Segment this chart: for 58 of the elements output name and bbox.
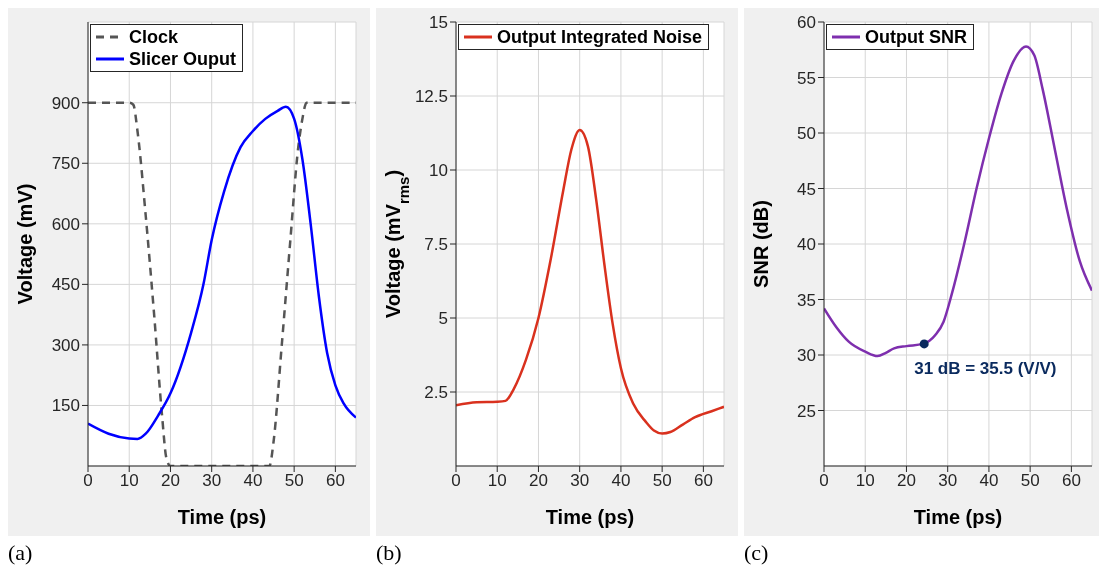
x-tick-label: 20 (897, 471, 916, 491)
y-tick-label: 150 (51, 396, 80, 416)
line-series (824, 45, 1092, 358)
annotation: 31 dB = 35.5 (V/V) (914, 358, 1057, 378)
y-tick-label: 25 (797, 401, 816, 421)
y-tick-label: 450 (51, 275, 80, 295)
y-tick-label: 600 (51, 214, 80, 234)
y-tick-label: 10 (429, 161, 448, 181)
x-tick-label: 30 (570, 471, 590, 491)
y-tick-label: 35 (797, 290, 816, 310)
line-series (456, 128, 724, 435)
legend-label: Clock (129, 26, 179, 48)
text: (b) (376, 540, 403, 566)
x-tick-label: 40 (611, 471, 631, 491)
y-tick-label: 7.5 (424, 235, 448, 255)
y-tick-label: 300 (51, 335, 80, 355)
y-tick-label: 750 (51, 154, 80, 174)
x-tick-label: 20 (529, 471, 548, 491)
text: (a) (8, 540, 34, 566)
x-tick-label: 60 (1061, 471, 1081, 491)
x-tick-label: 60 (693, 471, 713, 491)
y-tick-label: 60 (797, 13, 816, 33)
x-tick-label: 50 (1020, 471, 1040, 491)
y-tick-label: 12.5 (414, 87, 448, 107)
legend-label: Output Integrated Noise (497, 26, 703, 48)
x-tick-label: 40 (979, 471, 999, 491)
x-tick-label: 50 (652, 471, 672, 491)
legend-label: Output SNR (865, 26, 967, 48)
y-tick-label: 45 (797, 179, 816, 199)
x-axis-title: Time (ps) (177, 506, 267, 528)
x-tick-label: 50 (284, 471, 304, 491)
y-tick-label: 900 (51, 93, 80, 113)
x-tick-label: 0 (819, 471, 829, 491)
y-tick-label: 2.5 (424, 383, 448, 403)
x-tick-label: 60 (325, 471, 345, 491)
x-tick-label: 10 (487, 471, 507, 491)
x-axis-title: Time (ps) (545, 506, 635, 528)
x-tick-label: 30 (938, 471, 958, 491)
x-tick-label: 0 (451, 471, 461, 491)
y-axis-title: SNR (dB) (750, 200, 772, 288)
y-tick-label: 5 (438, 309, 448, 329)
text: (c) (744, 540, 770, 566)
x-tick-label: 20 (161, 471, 180, 491)
y-tick-label: 50 (797, 124, 816, 144)
x-axis-title: Time (ps) (913, 506, 1003, 528)
legend: Output SNR (826, 24, 974, 50)
x-tick-label: 40 (243, 471, 263, 491)
legend: Output Integrated Noise (458, 24, 709, 50)
x-tick-label: 30 (202, 471, 222, 491)
x-tick-label: 10 (855, 471, 875, 491)
y-tick-label: 15 (429, 13, 448, 33)
x-tick-label: 0 (83, 471, 93, 491)
x-tick-label: 10 (119, 471, 139, 491)
legend-label: Slicer Ouput (129, 48, 237, 70)
y-tick-label: 30 (797, 346, 816, 366)
y-tick-label: 55 (797, 68, 816, 88)
y-axis-title: Voltage (mV) (14, 183, 36, 305)
y-tick-label: 40 (797, 235, 816, 255)
